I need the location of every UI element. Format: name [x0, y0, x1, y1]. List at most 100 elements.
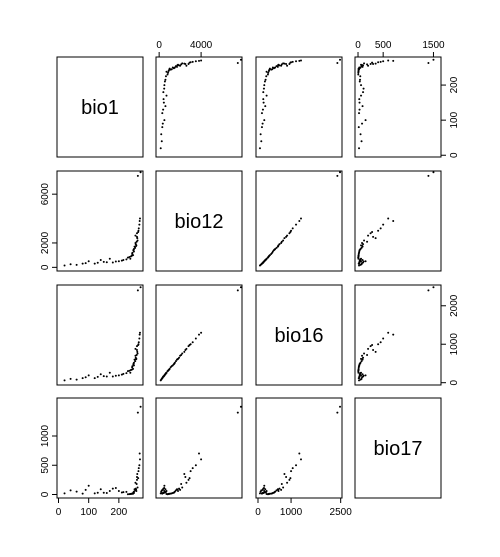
point	[360, 140, 363, 143]
point	[125, 372, 128, 375]
point	[135, 245, 138, 247]
point	[283, 237, 286, 240]
point	[357, 377, 360, 380]
point	[286, 234, 289, 237]
point	[258, 492, 261, 495]
point	[93, 377, 96, 380]
point	[138, 337, 141, 340]
point	[271, 66, 274, 69]
point	[194, 60, 197, 63]
panel	[255, 284, 343, 386]
point	[364, 374, 367, 377]
panel	[255, 397, 343, 499]
panel	[354, 284, 442, 386]
point	[184, 475, 187, 478]
point	[261, 108, 264, 111]
point	[138, 452, 141, 455]
point	[361, 122, 364, 125]
point	[102, 375, 105, 378]
y-tick-label: 0	[40, 491, 51, 497]
point	[136, 473, 139, 476]
point	[262, 91, 265, 94]
point	[277, 245, 280, 247]
point	[264, 78, 267, 81]
point	[81, 377, 84, 380]
point	[176, 488, 179, 491]
point	[286, 481, 289, 484]
point	[187, 63, 190, 66]
point	[161, 492, 164, 495]
point	[134, 246, 137, 249]
point	[359, 372, 362, 375]
point	[360, 377, 363, 380]
point	[236, 61, 239, 64]
point	[432, 58, 435, 61]
point	[185, 347, 188, 350]
point	[263, 119, 266, 122]
point	[362, 243, 365, 246]
point	[114, 260, 117, 263]
point	[138, 223, 141, 226]
point	[87, 260, 90, 263]
point	[99, 373, 102, 376]
point	[358, 364, 361, 367]
point	[75, 490, 78, 493]
point	[359, 248, 362, 251]
point	[63, 379, 66, 382]
point	[137, 227, 140, 230]
point	[188, 61, 191, 64]
point	[374, 350, 377, 353]
y-tick-label: 2000	[449, 294, 460, 317]
point	[371, 344, 374, 346]
point	[185, 64, 188, 67]
point	[387, 217, 390, 220]
point	[111, 487, 114, 490]
point	[81, 262, 84, 265]
point	[181, 352, 184, 355]
point	[162, 91, 165, 94]
point	[299, 217, 302, 220]
point	[358, 379, 361, 382]
point	[387, 59, 390, 62]
point	[427, 61, 430, 64]
point	[139, 171, 142, 174]
point	[135, 488, 138, 491]
point	[194, 464, 197, 467]
point	[264, 105, 267, 108]
point	[138, 464, 141, 467]
point	[360, 246, 363, 249]
point	[339, 58, 342, 61]
point	[198, 333, 200, 336]
point	[84, 376, 87, 379]
point	[161, 122, 164, 125]
point	[362, 91, 365, 94]
point	[167, 369, 170, 372]
point	[266, 73, 269, 76]
point	[174, 489, 177, 492]
point	[374, 62, 377, 65]
point	[117, 489, 120, 492]
point	[366, 354, 369, 356]
point	[263, 491, 266, 494]
point	[364, 119, 367, 122]
point	[183, 62, 186, 65]
point	[362, 260, 365, 263]
point	[363, 239, 366, 242]
point	[282, 239, 285, 242]
point	[275, 65, 278, 68]
point	[361, 373, 364, 376]
point	[358, 373, 361, 376]
point	[167, 493, 170, 496]
point	[162, 98, 165, 101]
point	[288, 478, 291, 481]
point	[367, 234, 370, 237]
point	[374, 237, 377, 240]
panel	[354, 56, 442, 158]
point	[271, 492, 274, 495]
point	[163, 484, 166, 487]
point	[129, 257, 132, 260]
point	[260, 262, 263, 265]
point	[138, 331, 141, 334]
point	[135, 349, 138, 351]
